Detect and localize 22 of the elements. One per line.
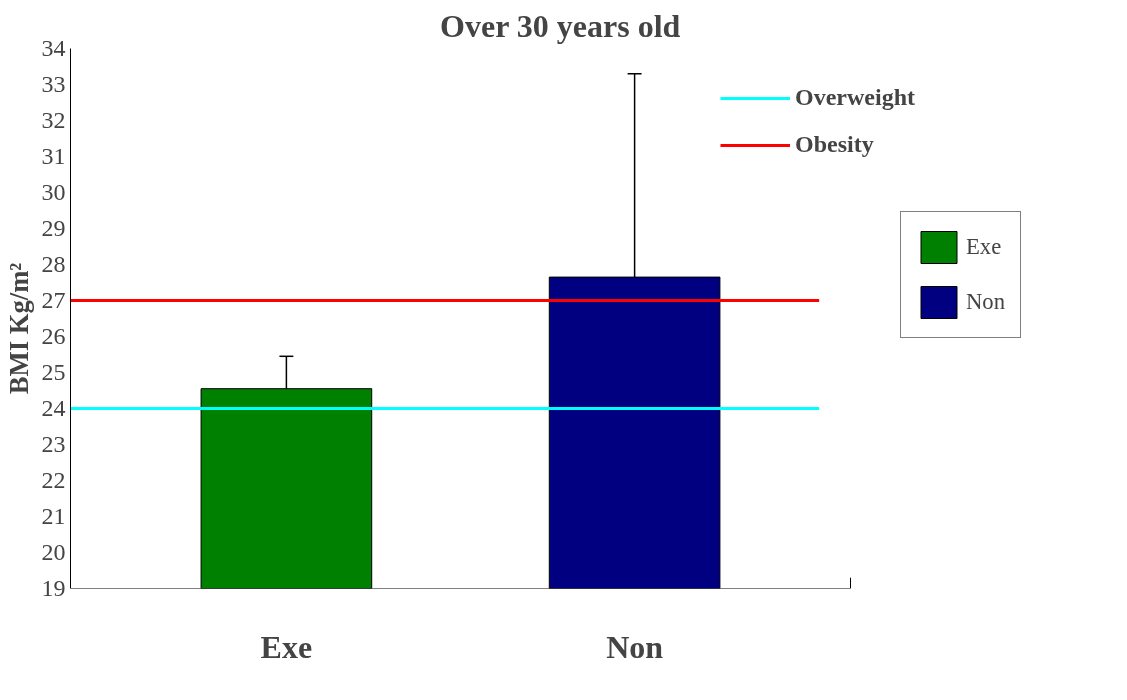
y-tick-label: 31 (41, 143, 66, 169)
y-tick-label: 22 (41, 467, 66, 493)
legend-label: Exe (966, 234, 1002, 260)
y-tick-label: 26 (41, 323, 66, 349)
y-axis-title: BMI Kg/m² (3, 262, 34, 395)
y-tick-label: 28 (41, 251, 66, 277)
legend-label: Non (966, 289, 1006, 315)
y-tick-label: 19 (41, 575, 66, 601)
y-tick-label: 21 (41, 503, 66, 529)
y-tick-label: 32 (41, 107, 66, 133)
legend-label: Obesity (795, 131, 874, 158)
chart-title: Over 30 years old (440, 7, 681, 44)
y-tick-label: 20 (41, 539, 66, 565)
legend-label: Overweight (795, 84, 915, 111)
y-tick-label: 23 (41, 431, 66, 457)
y-tick-label: 33 (41, 71, 66, 97)
y-tick-label: 27 (41, 287, 66, 313)
y-tick-label: 30 (41, 179, 66, 205)
y-tick-label: 34 (41, 35, 66, 61)
y-tick-label: 29 (41, 215, 66, 241)
y-tick-label: 25 (41, 359, 66, 385)
y-tick-label: 24 (41, 395, 66, 421)
